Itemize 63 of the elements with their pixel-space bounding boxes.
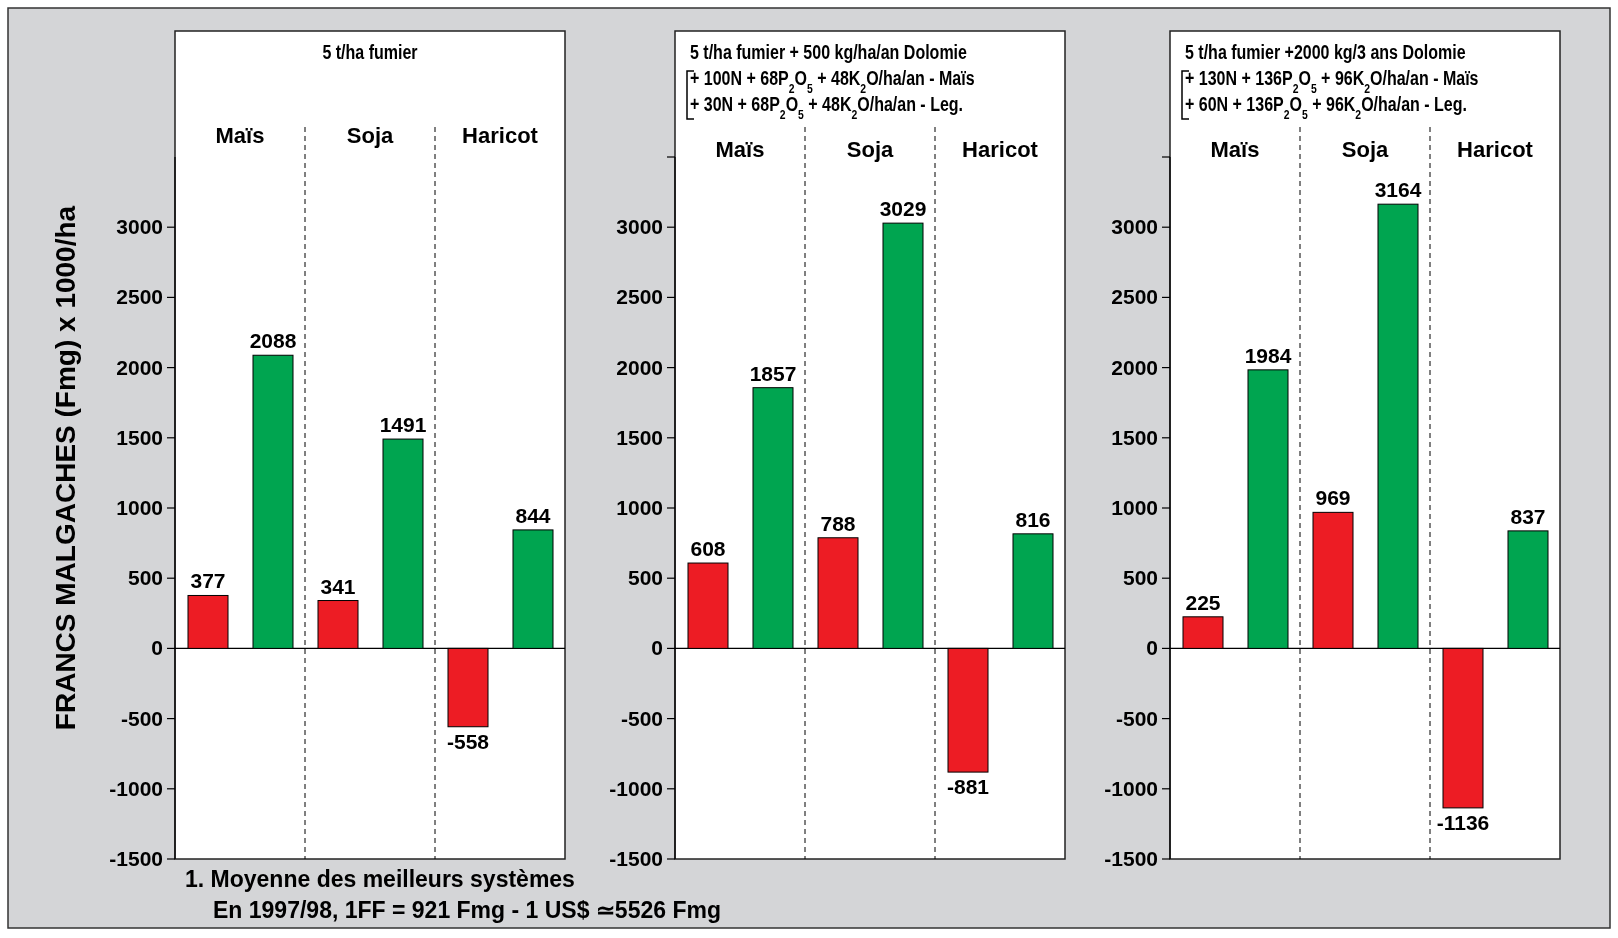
- y-tick-label: -500: [120, 706, 163, 730]
- data-label: -1136: [1436, 810, 1490, 834]
- data-label: 837: [1510, 504, 1546, 528]
- y-tick-label: 1500: [116, 425, 163, 449]
- y-tick-label: 0: [651, 636, 663, 660]
- data-label: 844: [515, 503, 551, 527]
- y-axis-title: FRANCS MALGACHES (Fmg) x 1000/ha: [50, 205, 81, 731]
- y-tick-label: -1500: [109, 847, 163, 870]
- x-tick-label: Haricot: [962, 137, 1039, 162]
- x-tick-label: Soja: [1341, 137, 1389, 162]
- data-label: 341: [320, 574, 356, 598]
- y-tick-label: 3000: [616, 215, 663, 239]
- x-tick-label: Maïs: [1210, 137, 1260, 162]
- y-tick-label: -1000: [1104, 776, 1158, 800]
- y-tick-label: 500: [1122, 566, 1158, 590]
- y-tick-label: 2000: [616, 355, 663, 379]
- data-label: 2088: [249, 329, 297, 353]
- data-label: 225: [1185, 590, 1221, 614]
- y-tick-label: -1000: [609, 776, 663, 800]
- text: 1. Moyenne des meilleurs systèmes: [185, 866, 575, 892]
- y-tick-label: 500: [127, 566, 163, 590]
- y-tick-label: 1500: [1111, 425, 1158, 449]
- y-tick-label: 2000: [116, 355, 163, 379]
- data-label: 1857: [749, 361, 797, 385]
- y-tick-label: 3000: [116, 215, 163, 239]
- x-tick-label: Haricot: [1457, 137, 1534, 162]
- data-label: 969: [1315, 486, 1351, 510]
- x-tick-label: Soja: [846, 137, 894, 162]
- data-label: 1984: [1244, 343, 1292, 367]
- x-tick-label: Haricot: [462, 123, 539, 148]
- y-tick-label: 2500: [116, 285, 163, 309]
- y-tick-label: -1500: [609, 847, 663, 870]
- data-label: 816: [1015, 507, 1051, 531]
- data-label: -881: [946, 775, 990, 799]
- y-tick-label: 1000: [616, 496, 663, 519]
- data-label: 608: [690, 537, 726, 561]
- x-tick-label: Maïs: [715, 137, 765, 162]
- x-tick-label: Soja: [346, 123, 394, 148]
- y-tick-label: 1000: [116, 496, 163, 519]
- chart-title: 5 t/ha fumier +2000 kg/3 ans Dolomie + 130N + 136P$_{2}$O$_{5}$ + 96K$_{2}$O/ha/an - Maïs + 60N + 136P$_{2}$O$_{5}$ + 96K$_{2}$O/ha/an - Leg.: [1185, 41, 1479, 121]
- y-tick-label: 500: [627, 566, 663, 590]
- y-tick-label: 0: [151, 636, 163, 660]
- y-tick-label: -500: [620, 706, 663, 730]
- y-tick-label: 0: [1146, 636, 1158, 660]
- data-label: -558: [446, 729, 490, 753]
- data-label: 788: [820, 511, 856, 535]
- y-tick-label: 1500: [616, 425, 663, 449]
- y-tick-label: 2500: [1111, 285, 1158, 309]
- y-tick-label: -1500: [1104, 847, 1158, 870]
- y-tick-label: 2500: [616, 285, 663, 309]
- y-tick-label: 3000: [1111, 215, 1158, 239]
- data-label: 377: [190, 569, 226, 593]
- data-label: 1491: [379, 413, 427, 437]
- y-tick-label: -1000: [109, 776, 163, 800]
- chart-title: 5 t/ha fumier: [322, 41, 418, 64]
- text: En 1997/98, 1FF = 921 Fmg - 1 US$ ≃5526 Fmg: [213, 897, 721, 923]
- chart-title: 5 t/ha fumier + 500 kg/ha/an Dolomie + 100N + 68P$_{2}$O$_{5}$ + 48K$_{2}$O/ha/an - Maïs + 30N + 68P$_{2}$O$_{5}$ + 48K$_{2}$O/ha/an - Leg.: [690, 41, 975, 121]
- data-label: 3164: [1374, 178, 1422, 202]
- y-tick-label: 2000: [1111, 355, 1158, 379]
- data-label: 3029: [879, 197, 927, 221]
- x-tick-label: Maïs: [215, 123, 265, 148]
- y-tick-label: 1000: [1111, 496, 1158, 519]
- y-tick-label: -500: [1115, 706, 1158, 730]
